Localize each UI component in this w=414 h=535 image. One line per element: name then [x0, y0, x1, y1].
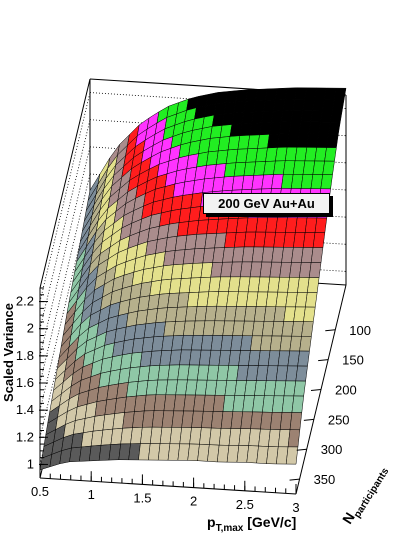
surface-cell [295, 365, 308, 382]
surface-cell [303, 306, 316, 322]
x-axis: 0.5 1 1.5 2 2.5 3 [31, 468, 300, 515]
y-tick [310, 389, 322, 391]
axis-line-x [39, 477, 297, 495]
surface-cell [333, 87, 347, 100]
y-tick-label: 250 [328, 412, 350, 427]
surface-cell [320, 174, 333, 190]
x-tick-label: 2 [190, 494, 197, 509]
y-axis-label: Nparticipants [339, 461, 392, 529]
y-axis-label-sub: participants [352, 466, 392, 520]
x-tick-label: 3 [292, 500, 299, 515]
chart-title: 200 GeV Au+Au [218, 196, 315, 211]
surface-cell [322, 160, 335, 175]
y-tick-label: 350 [314, 472, 336, 487]
x-tick-label: 1.5 [133, 490, 151, 505]
surface-cell [330, 110, 343, 123]
y-axis: 100 150 200 250 300 350 [289, 323, 371, 487]
z-tick-label: 1.6 [16, 375, 34, 390]
surface-cell [291, 395, 304, 413]
z-tick-label: 1.4 [16, 402, 34, 417]
y-tick [325, 329, 336, 332]
surface-cell [328, 121, 341, 135]
x-tick-label: 0.5 [31, 484, 49, 499]
z-axis-label: Scaled Variance [1, 303, 16, 402]
surface-cell [310, 247, 324, 263]
x-axis-label-unit: [GeV/c] [243, 514, 296, 530]
surface-cell [308, 262, 322, 278]
surface-cell [324, 147, 337, 162]
surface-cell [326, 133, 339, 148]
y-tick-label: 200 [335, 383, 357, 398]
surface-cell [312, 232, 326, 248]
surface-cell [301, 321, 314, 337]
surface-cell [314, 217, 328, 233]
surface-cell [307, 277, 320, 293]
surface-cell [299, 336, 312, 352]
surface-cell [305, 292, 318, 308]
legend-title-box: 200 GeV Au+Au [203, 193, 330, 214]
z-tick-label: 2.2 [16, 294, 34, 309]
surface-cell [285, 446, 299, 465]
x-axis-label-sub: T,max [216, 523, 244, 534]
surface-cell [39, 454, 53, 471]
z-tick-label: 1.2 [16, 429, 34, 444]
z-axis: 1 1.2 1.4 1.6 1.8 2 2.2 [16, 287, 48, 471]
surface-cell [293, 380, 306, 397]
surface-cell [297, 350, 310, 367]
z-tick-label: 1 [27, 456, 34, 471]
surface-cell [287, 429, 301, 448]
z-tick-label: 2 [27, 321, 34, 336]
surface-cell [289, 412, 303, 431]
x-tick-label: 2.5 [236, 497, 254, 512]
surface-mesh [39, 87, 347, 471]
y-tick [303, 418, 314, 421]
surface-cell [332, 99, 345, 112]
y-tick [289, 478, 300, 481]
z-tick-label: 1.8 [16, 348, 34, 363]
y-tick-label: 100 [349, 323, 371, 338]
y-tick [318, 359, 329, 362]
box-edge [39, 78, 91, 289]
x-axis-label: pT,max [GeV/c] [207, 514, 296, 534]
x-axis-label-main: p [207, 514, 216, 530]
y-tick [296, 448, 307, 451]
y-tick-label: 150 [342, 353, 364, 368]
y-tick-label: 300 [321, 442, 343, 457]
x-tick-label: 1 [88, 487, 95, 502]
